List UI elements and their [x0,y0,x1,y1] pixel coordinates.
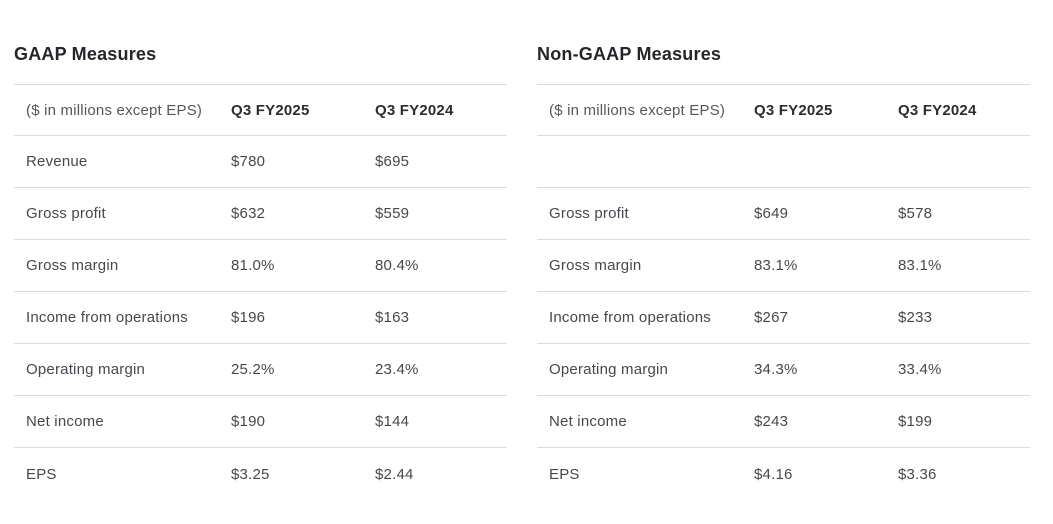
table-row-gross-profit: Gross profit $649 $578 [537,188,1030,240]
table-row-gross-margin: Gross margin 83.1% 83.1% [537,240,1030,292]
cell-value: $578 [898,205,933,222]
table-row-operating-margin: Operating margin 34.3% 33.4% [537,344,1030,396]
table-row-gross-margin: Gross margin 81.0% 80.4% [14,240,507,292]
cell-value: $233 [898,309,933,326]
cell-value: $4.16 [754,465,793,483]
cell-value: 34.3% [754,361,798,378]
row-label: Gross margin [549,257,642,274]
unit-note: ($ in millions except EPS) [549,101,726,119]
row-label: Gross profit [549,205,629,222]
cell-value: $243 [754,413,789,430]
row-label: Net income [549,413,627,430]
table-row-income-from-operations: Income from operations $196 $163 [14,292,507,344]
row-label: Net income [26,413,104,430]
table-title: Non-GAAP Measures [537,44,722,64]
row-label: Income from operations [549,309,711,326]
table-row-eps: EPS $4.16 $3.36 [537,448,1030,500]
cell-value: $695 [375,153,410,170]
cell-value: $649 [754,205,789,222]
tables-container: GAAP Measures ($ in millions except EPS)… [14,0,1030,500]
gaap-measures-table: GAAP Measures ($ in millions except EPS)… [14,0,507,500]
row-label: Gross margin [26,257,119,274]
column-header-q3fy2025: Q3 FY2025 [231,101,310,119]
cell-value: 83.1% [898,257,942,274]
table-row-revenue: Revenue $780 $695 [14,136,507,188]
row-label: Operating margin [549,361,669,378]
cell-value: 23.4% [375,361,419,378]
unit-note: ($ in millions except EPS) [26,101,203,119]
cell-value: $196 [231,309,266,326]
cell-value: $144 [375,413,410,430]
cell-value: 33.4% [898,361,942,378]
column-header-q3fy2024: Q3 FY2024 [898,101,977,119]
column-header-q3fy2025: Q3 FY2025 [754,101,833,119]
row-label: Income from operations [26,309,188,326]
cell-value: $559 [375,205,410,222]
row-label: Revenue [26,153,88,170]
cell-value: $199 [898,413,933,430]
row-label: EPS [549,465,580,483]
non-gaap-measures-table: Non-GAAP Measures ($ in millions except … [537,0,1030,500]
cell-value: $190 [231,413,266,430]
table-row-income-from-operations: Income from operations $267 $233 [537,292,1030,344]
table-row-blank [537,136,1030,188]
cell-value: $2.44 [375,465,414,483]
table-row-gross-profit: Gross profit $632 $559 [14,188,507,240]
table-row-operating-margin: Operating margin 25.2% 23.4% [14,344,507,396]
table-title: GAAP Measures [14,44,157,64]
row-label: Operating margin [26,361,146,378]
row-label: Gross profit [26,205,106,222]
cell-value: $3.36 [898,465,937,483]
cell-value: $163 [375,309,410,326]
cell-value: $3.25 [231,465,270,483]
column-header-q3fy2024: Q3 FY2024 [375,101,454,119]
row-label: EPS [26,465,57,483]
cell-value: 81.0% [231,257,275,274]
table-row-net-income: Net income $243 $199 [537,396,1030,448]
table-row-eps: EPS $3.25 $2.44 [14,448,507,500]
table-header-row: ($ in millions except EPS) Q3 FY2025 Q3 … [537,84,1030,136]
cell-value: $267 [754,309,789,326]
cell-value: $632 [231,205,266,222]
table-row-net-income: Net income $190 $144 [14,396,507,448]
table-header-row: ($ in millions except EPS) Q3 FY2025 Q3 … [14,84,507,136]
cell-value: 25.2% [231,361,275,378]
cell-value: 80.4% [375,257,419,274]
cell-value: 83.1% [754,257,798,274]
cell-value: $780 [231,153,266,170]
